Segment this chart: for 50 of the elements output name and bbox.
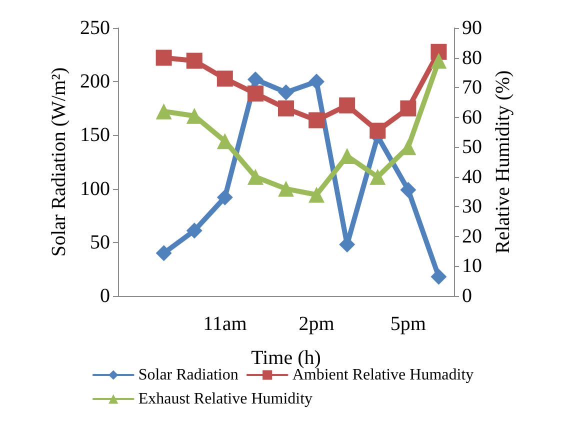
point [308, 186, 325, 203]
point [308, 112, 325, 128]
point [186, 108, 202, 124]
y2-tick-label: 60 [462, 106, 482, 128]
legend-label: Exhaust Relative Humidity [138, 390, 313, 408]
point [339, 97, 356, 114]
y-axis-title: Solar Radiation (W/m²) [48, 67, 70, 257]
point [156, 50, 172, 66]
point [400, 182, 416, 198]
x-tick-label: 5pm [390, 313, 426, 335]
point [278, 84, 294, 100]
y2-tick-label: 20 [462, 225, 482, 248]
point [430, 268, 447, 285]
y-tick-label: 250 [80, 17, 110, 39]
y2-tick-label: 30 [462, 196, 482, 218]
legend-label: Ambient Relative Humadity [292, 366, 474, 384]
point [278, 100, 294, 116]
y-tick-label: 50 [90, 231, 110, 254]
x-axis-title: Time (h) [251, 347, 321, 369]
point [247, 168, 264, 185]
x-tick-label: 11am [203, 313, 248, 335]
y2-tick-label: 80 [462, 46, 482, 69]
y2-axis-title: Relative Humidity (%) [492, 70, 514, 254]
point [278, 180, 294, 197]
point [156, 245, 172, 262]
y2-tick-label: 0 [462, 285, 472, 307]
x-tick-label: 2pm [298, 313, 335, 335]
point [308, 74, 325, 90]
point [247, 71, 264, 88]
point [430, 52, 447, 69]
point [186, 52, 202, 69]
point [370, 168, 386, 185]
y2-tick-label: 40 [462, 166, 482, 188]
point [370, 122, 386, 139]
point [339, 148, 356, 164]
y-tick-label: 0 [100, 285, 110, 307]
y-tick-label: 150 [80, 124, 110, 146]
y2-tick-label: 50 [462, 136, 482, 158]
y-tick-label: 100 [80, 178, 110, 200]
point [216, 70, 233, 87]
y2-tick-label: 70 [462, 76, 482, 99]
point [186, 222, 202, 239]
y2-tick-label: 90 [462, 17, 482, 39]
legend-label: Solar Radiation [138, 366, 238, 384]
y2-tick-label: 10 [462, 255, 482, 278]
y-tick-label: 200 [80, 70, 110, 93]
point [400, 100, 416, 116]
point [216, 189, 233, 206]
point [156, 103, 172, 120]
point [247, 86, 264, 102]
